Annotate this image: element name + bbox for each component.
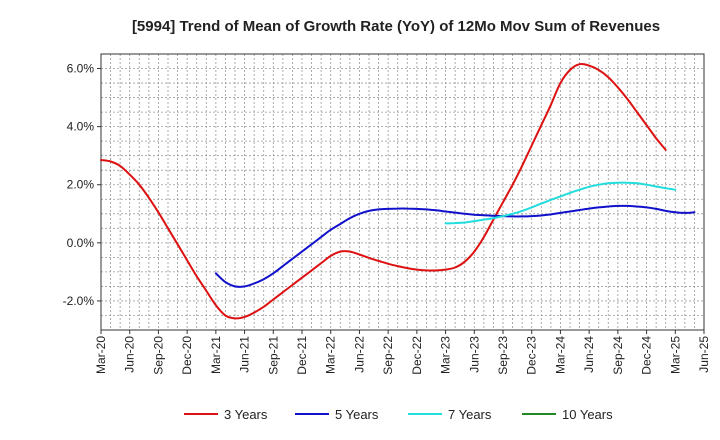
x-tick-label: Jun-21 bbox=[238, 336, 252, 373]
x-tick-label: Dec-23 bbox=[525, 336, 539, 375]
legend-label: 10 Years bbox=[562, 407, 613, 422]
y-tick-label: -2.0% bbox=[63, 294, 95, 308]
x-axis: Mar-20 Jun-20 Sep-20 Dec-20 Mar-21 Jun-21 Sep-… bbox=[94, 330, 711, 375]
x-tick-label: Sep-24 bbox=[611, 336, 625, 375]
x-tick-label: Dec-21 bbox=[295, 336, 309, 375]
y-axis: -2.0% 0.0% 2.0% 4.0% 6.0% bbox=[63, 62, 101, 308]
x-tick-label: Jun-22 bbox=[352, 336, 366, 373]
series-line-7-years bbox=[444, 181, 677, 225]
y-tick-label: 4.0% bbox=[67, 120, 95, 134]
y-tick-label: 6.0% bbox=[67, 62, 95, 76]
legend-label: 5 Years bbox=[335, 407, 379, 422]
series-line-5-years bbox=[214, 204, 696, 288]
x-tick-label: Mar-20 bbox=[94, 336, 108, 374]
x-tick-label: Mar-21 bbox=[209, 336, 223, 374]
series-line-3-years bbox=[100, 62, 667, 320]
x-tick-label: Jun-20 bbox=[123, 336, 137, 373]
series-group bbox=[100, 62, 696, 320]
legend-label: 3 Years bbox=[224, 407, 268, 422]
y-tick-label: 0.0% bbox=[67, 236, 95, 250]
x-tick-label: Mar-23 bbox=[439, 336, 453, 374]
chart-title: [5994] Trend of Mean of Growth Rate (YoY… bbox=[132, 18, 660, 35]
x-tick-label: Jun-23 bbox=[467, 336, 481, 373]
x-tick-label: Sep-23 bbox=[496, 336, 510, 375]
x-tick-label: Jun-25 bbox=[697, 336, 711, 373]
x-tick-label: Dec-24 bbox=[640, 336, 654, 375]
x-tick-label: Mar-25 bbox=[668, 336, 682, 374]
x-tick-label: Mar-24 bbox=[553, 336, 567, 374]
x-tick-label: Dec-20 bbox=[180, 336, 194, 375]
x-tick-label: Jun-24 bbox=[582, 336, 596, 373]
legend-label: 7 Years bbox=[448, 407, 492, 422]
x-tick-label: Mar-22 bbox=[324, 336, 338, 374]
x-tick-label: Sep-22 bbox=[381, 336, 395, 375]
legend: 3 Years 5 Years 7 Years 10 Years bbox=[184, 407, 613, 422]
plot-area bbox=[100, 53, 705, 331]
x-tick-label: Sep-21 bbox=[266, 336, 280, 375]
x-tick-label: Sep-20 bbox=[151, 336, 165, 375]
gridlines bbox=[101, 54, 704, 330]
x-tick-label: Dec-22 bbox=[410, 336, 424, 375]
y-tick-label: 2.0% bbox=[67, 178, 95, 192]
